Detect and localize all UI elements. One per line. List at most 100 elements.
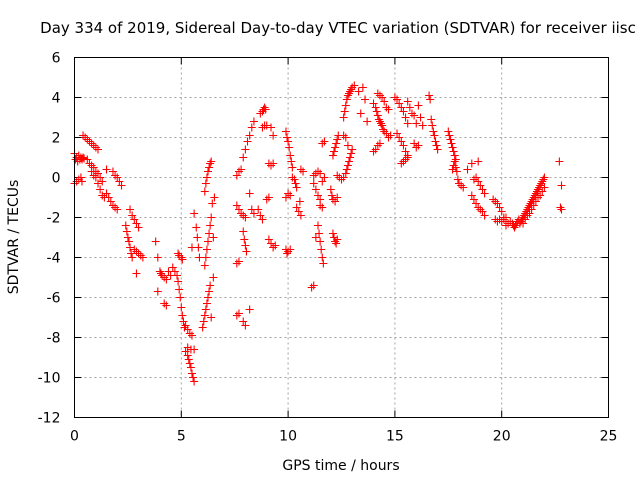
data-point [267,239,276,248]
data-point [91,143,100,152]
data-point [426,95,435,104]
data-point [93,179,102,188]
data-point [339,173,348,182]
data-point [444,127,453,136]
data-point [126,205,135,214]
data-point [307,283,316,292]
data-point [410,111,419,120]
data-point [200,187,209,196]
x-tick-label: 10 [279,429,297,445]
data-points [70,81,566,386]
data-point [249,209,258,218]
data-point [245,131,254,140]
data-point [476,205,485,214]
data-point [183,351,192,360]
data-point [241,241,250,250]
data-point [87,167,96,176]
data-point [286,191,295,200]
data-point [291,179,300,188]
data-point [205,163,214,172]
data-point [269,131,278,140]
data-point [480,189,489,198]
data-point [401,155,410,164]
data-point [476,181,485,190]
data-point [445,131,454,140]
data-point [87,139,96,148]
data-point [194,243,203,252]
data-point [390,93,399,102]
data-point [320,173,329,182]
data-point [296,165,305,174]
data-point [332,239,341,248]
data-point [331,143,340,152]
data-point [245,189,254,198]
data-point [267,161,276,170]
data-point [328,195,337,204]
data-point [132,269,141,278]
data-point [497,207,506,216]
data-point [286,245,295,254]
y-tick-label: 2 [52,131,61,147]
data-point [204,237,212,246]
data-point [93,169,102,178]
data-point [382,103,391,112]
data-point [239,227,248,236]
data-point [201,305,210,314]
data-point [316,201,325,210]
data-point [448,143,457,152]
data-point [377,119,386,128]
data-point [380,127,389,136]
data-point [314,221,323,230]
data-point [271,241,280,250]
data-point [102,189,111,198]
data-point [501,213,510,222]
data-point [491,197,500,206]
data-point [386,131,395,140]
data-point [478,207,487,216]
data-point [369,147,378,156]
data-point [288,163,297,172]
data-point [258,215,267,224]
data-point [260,103,269,112]
data-point [493,199,502,208]
data-point [178,311,187,320]
data-point [83,135,92,144]
data-point [393,129,402,138]
data-point [341,133,350,142]
data-point [472,173,481,182]
data-point [232,171,241,180]
data-point [111,203,120,212]
data-point [358,83,367,92]
data-point [346,87,355,96]
data-point [343,141,352,150]
data-point [153,287,162,296]
data-point [234,167,243,176]
data-point [427,115,436,124]
data-point [269,159,278,168]
data-point [318,203,327,212]
data-point [467,191,476,200]
data-point [239,153,248,162]
data-point [416,113,425,122]
data-point [81,133,90,142]
data-point [209,273,218,282]
plot-frame [74,57,609,418]
data-point [283,133,292,142]
data-point [258,123,267,132]
data-point [497,217,506,226]
data-point [124,237,133,246]
axis-ticks: 0 5 10 15 20 25 -12 -10 -8 -6 -4 -2 0 2 4 6 [38,51,618,445]
data-point [77,177,86,186]
data-point [326,185,335,194]
data-point [202,245,211,254]
data-point [202,299,211,308]
data-point [123,233,132,242]
data-point [98,177,107,186]
y-tick-label: 6 [52,51,61,67]
data-point [134,223,143,232]
data-point [339,113,348,122]
data-point [339,131,348,140]
data-point [330,147,339,156]
data-point [190,209,199,218]
data-point [185,359,194,368]
